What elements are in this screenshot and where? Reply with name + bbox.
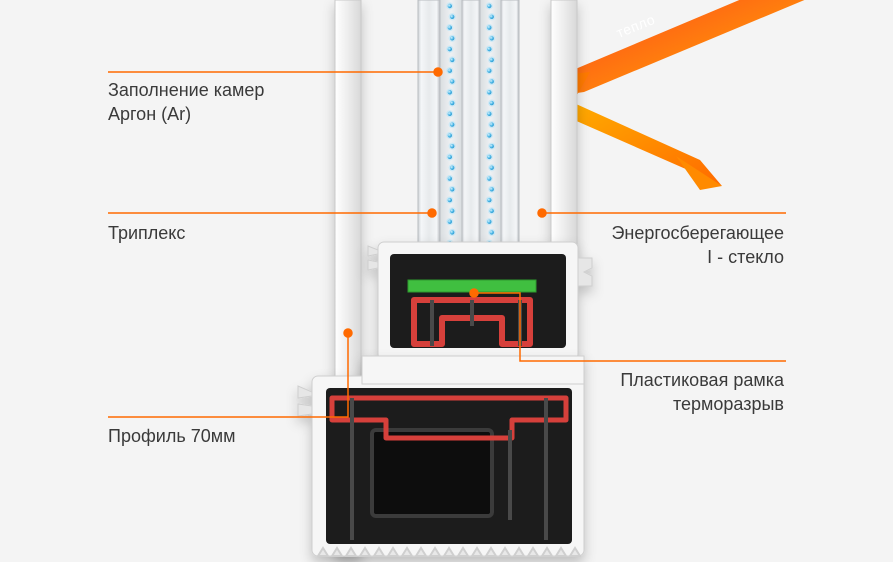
diagram-stage: Заполнение камер Аргон (Ar) Триплекс Про… [0,0,893,562]
label-profile: Профиль 70мм [108,424,235,448]
heat-arrows [554,0,814,190]
frame-profile [298,356,584,556]
label-triplex: Триплекс [108,221,185,245]
sash-profile [368,242,592,360]
label-spacer: Пластиковая рамка терморазрыв [620,368,784,417]
glazing-unit [418,0,519,274]
label-iglass: Энергосберегающее I - стекло [611,221,784,270]
label-argon: Заполнение камер Аргон (Ar) [108,78,264,127]
